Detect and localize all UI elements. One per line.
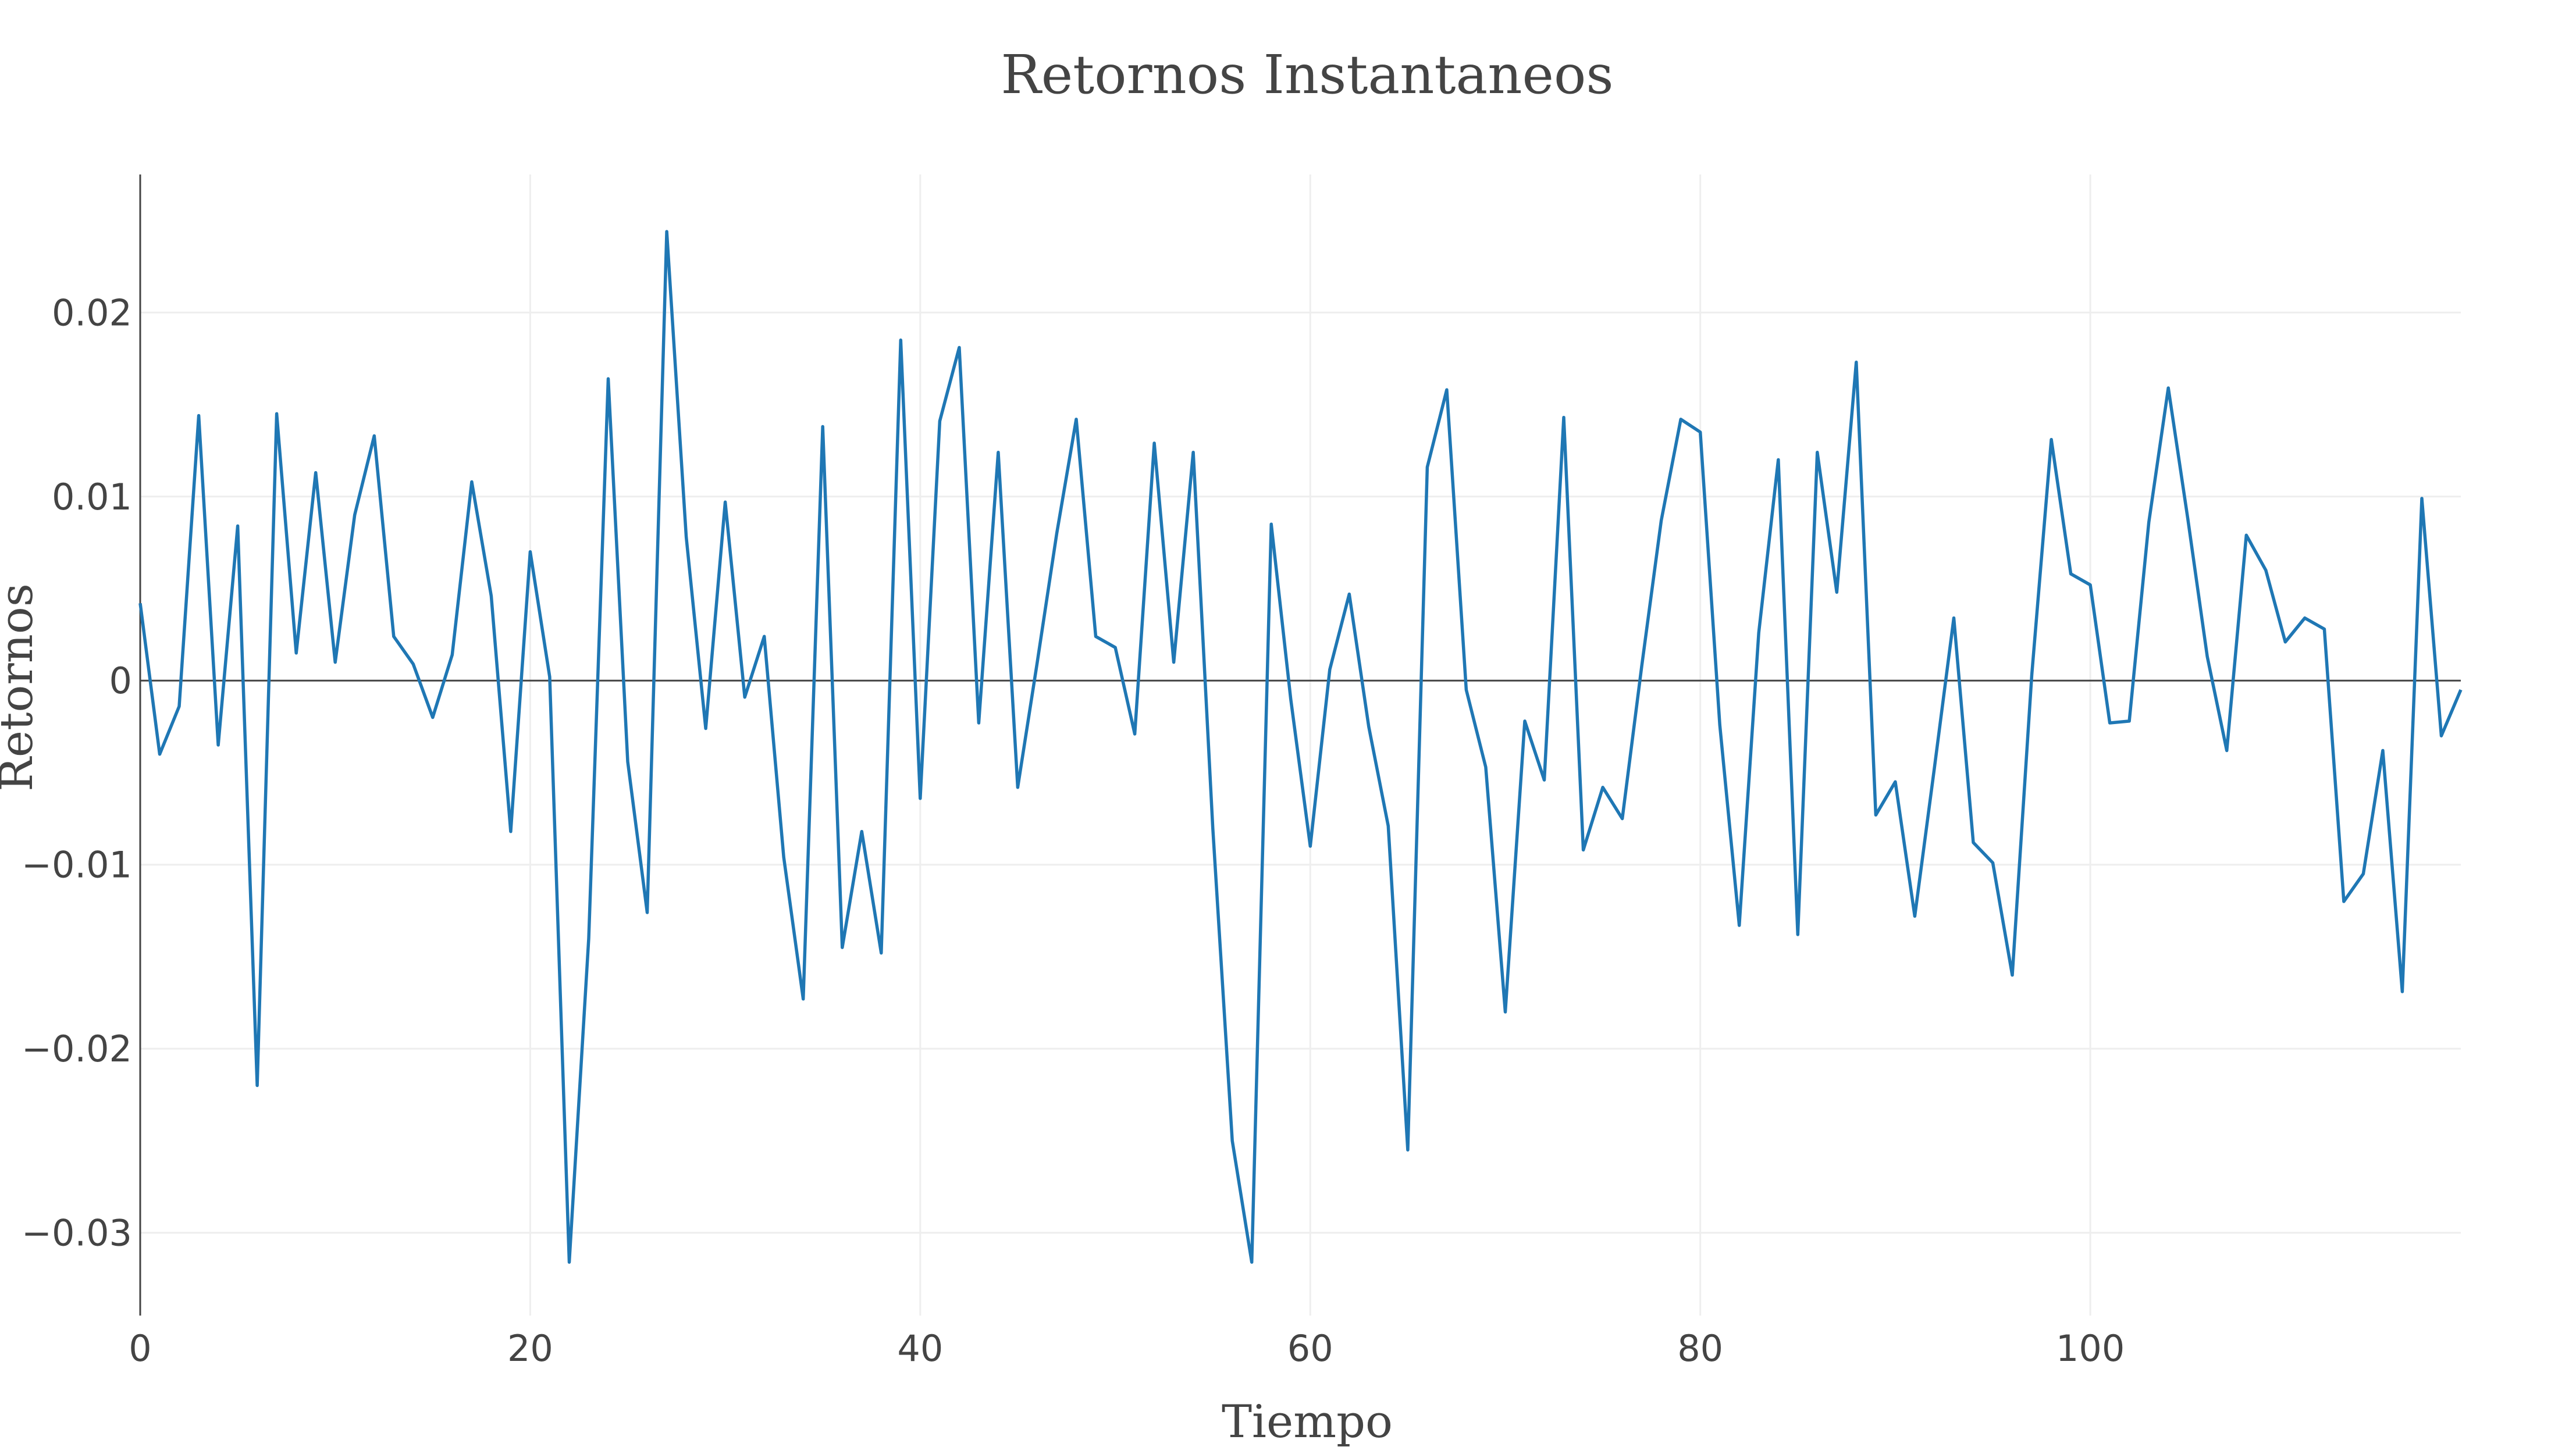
x-axis-title: Tiempo: [1222, 1396, 1393, 1447]
series-lines: [138, 230, 2463, 1264]
tick-labels: 0 20 40 60 80 100 −0.03 −0.02 −0.01 0 0.01 0.02: [22, 291, 2125, 1370]
chart-title: Retornos Instantaneos: [1001, 44, 1613, 106]
y-tick-label: −0.03: [22, 1212, 132, 1254]
y-tick-label: −0.01: [22, 844, 132, 886]
y-axis-title: Retornos: [0, 583, 43, 792]
y-tick-label: −0.02: [22, 1028, 132, 1070]
x-tick-label: 60: [1287, 1327, 1333, 1370]
axes: [139, 174, 2461, 1316]
x-tick-label: 20: [507, 1327, 553, 1370]
y-tick-label: 0.01: [52, 476, 132, 518]
y-tick-label: 0.02: [52, 291, 132, 334]
y-tick-label: 0: [109, 660, 132, 702]
x-tick-label: 40: [897, 1327, 943, 1370]
x-tick-label: 0: [129, 1327, 151, 1370]
grid-lines: [140, 174, 2461, 1316]
x-tick-label: 100: [2056, 1327, 2125, 1370]
returns-series-line: [138, 230, 2463, 1264]
x-tick-label: 80: [1677, 1327, 1723, 1370]
